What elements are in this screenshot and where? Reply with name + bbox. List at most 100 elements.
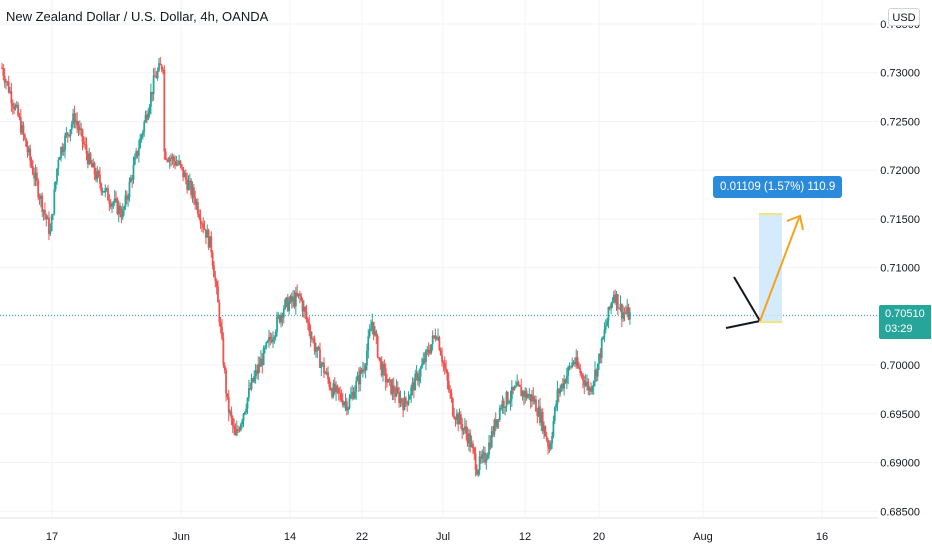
candle-body [70,124,73,130]
candle-body [586,381,588,383]
candle-body [309,331,312,339]
candle-body [268,336,270,341]
candle-body [246,397,249,409]
candle-body [249,388,252,390]
candle-body [99,174,101,184]
candle-body [468,433,470,444]
triangle-lower-line [725,320,761,329]
candle-body [250,378,253,390]
candle-body [367,336,370,351]
candle-body [195,202,198,205]
candle-body [261,358,264,365]
candle-body [575,357,578,365]
candle-body [600,338,603,359]
candle-body [264,347,266,349]
candle-body [97,171,100,175]
candle-body [211,252,214,266]
y-tick-label: 0.69000 [880,458,920,470]
candle-body [313,339,316,352]
candle-body [599,353,602,359]
candle-body [127,197,130,200]
candle-body [50,215,53,232]
candle-body [445,368,447,372]
candle-body [140,135,143,139]
candle-body [408,395,411,400]
candle-body [532,395,535,402]
candle-body [430,344,433,353]
price-range-measure-box[interactable] [759,214,782,323]
candle-body [371,321,374,329]
candle-body [418,376,421,382]
candle-body [34,172,37,179]
candle-body [6,81,9,83]
candle-body [500,408,502,410]
candle-body [417,372,419,382]
candle-body [458,414,461,425]
candle-body [150,91,152,107]
candle-body [506,391,509,403]
candle-body [315,350,317,352]
candle-body [184,173,187,180]
triangle-pattern-lines[interactable] [725,276,761,329]
candle-body [44,210,46,215]
candle-body [40,195,42,199]
candle-body [296,292,299,296]
candle-body [29,148,32,161]
candle-body [300,295,303,301]
candle-body [563,379,566,389]
candle-body [352,392,355,399]
candle-body [201,223,203,225]
candle-body [607,307,610,322]
candle-body [123,207,125,210]
candle-body [518,385,521,387]
candle-body [262,347,265,365]
candle-body [412,382,415,391]
candle-body [171,156,174,159]
time-axis[interactable]: 17 Jun 14 22 Jul 12 20 Aug 16 [46,531,828,543]
candle-body [257,364,260,374]
candle-body [378,357,380,359]
candle-body [90,162,93,168]
candle-body [578,366,580,369]
candle-body [606,321,608,327]
candle-body [576,357,579,367]
candle-body [2,68,5,76]
candle-body [317,346,320,350]
candle-body [360,369,363,373]
candle-body [332,383,335,397]
candle-body [564,379,567,383]
candle-body [379,357,382,363]
candle-body [441,355,443,362]
candle-body [111,203,113,207]
candle-body [124,195,127,208]
projection-arrow[interactable] [759,214,804,322]
candle-body [292,296,295,302]
candle-body [541,411,544,432]
candle-body [219,322,222,327]
candle-body [117,205,120,214]
candle-body [23,134,26,139]
candle-body [133,157,136,165]
candle-body [148,106,151,114]
candle-body [561,383,564,389]
price-axis[interactable]: 0.735000.730000.725000.720000.715000.710… [880,19,920,518]
candle-body [331,389,333,397]
candle-body [410,387,413,396]
candle-body [27,148,30,153]
candle-body [109,203,112,207]
candle-body [238,429,241,431]
candle-body [545,436,548,441]
candle-body [434,336,437,340]
candle-body [298,293,301,296]
candle-body [82,141,85,145]
currency-button[interactable]: USD [888,8,920,26]
candle-body [308,322,311,332]
candle-body [18,115,21,118]
candle-body [454,418,457,420]
candle-body [451,398,454,416]
candle-body [202,223,205,228]
candle-body [539,406,541,423]
candle-body [312,338,315,340]
candle-body [137,148,140,156]
